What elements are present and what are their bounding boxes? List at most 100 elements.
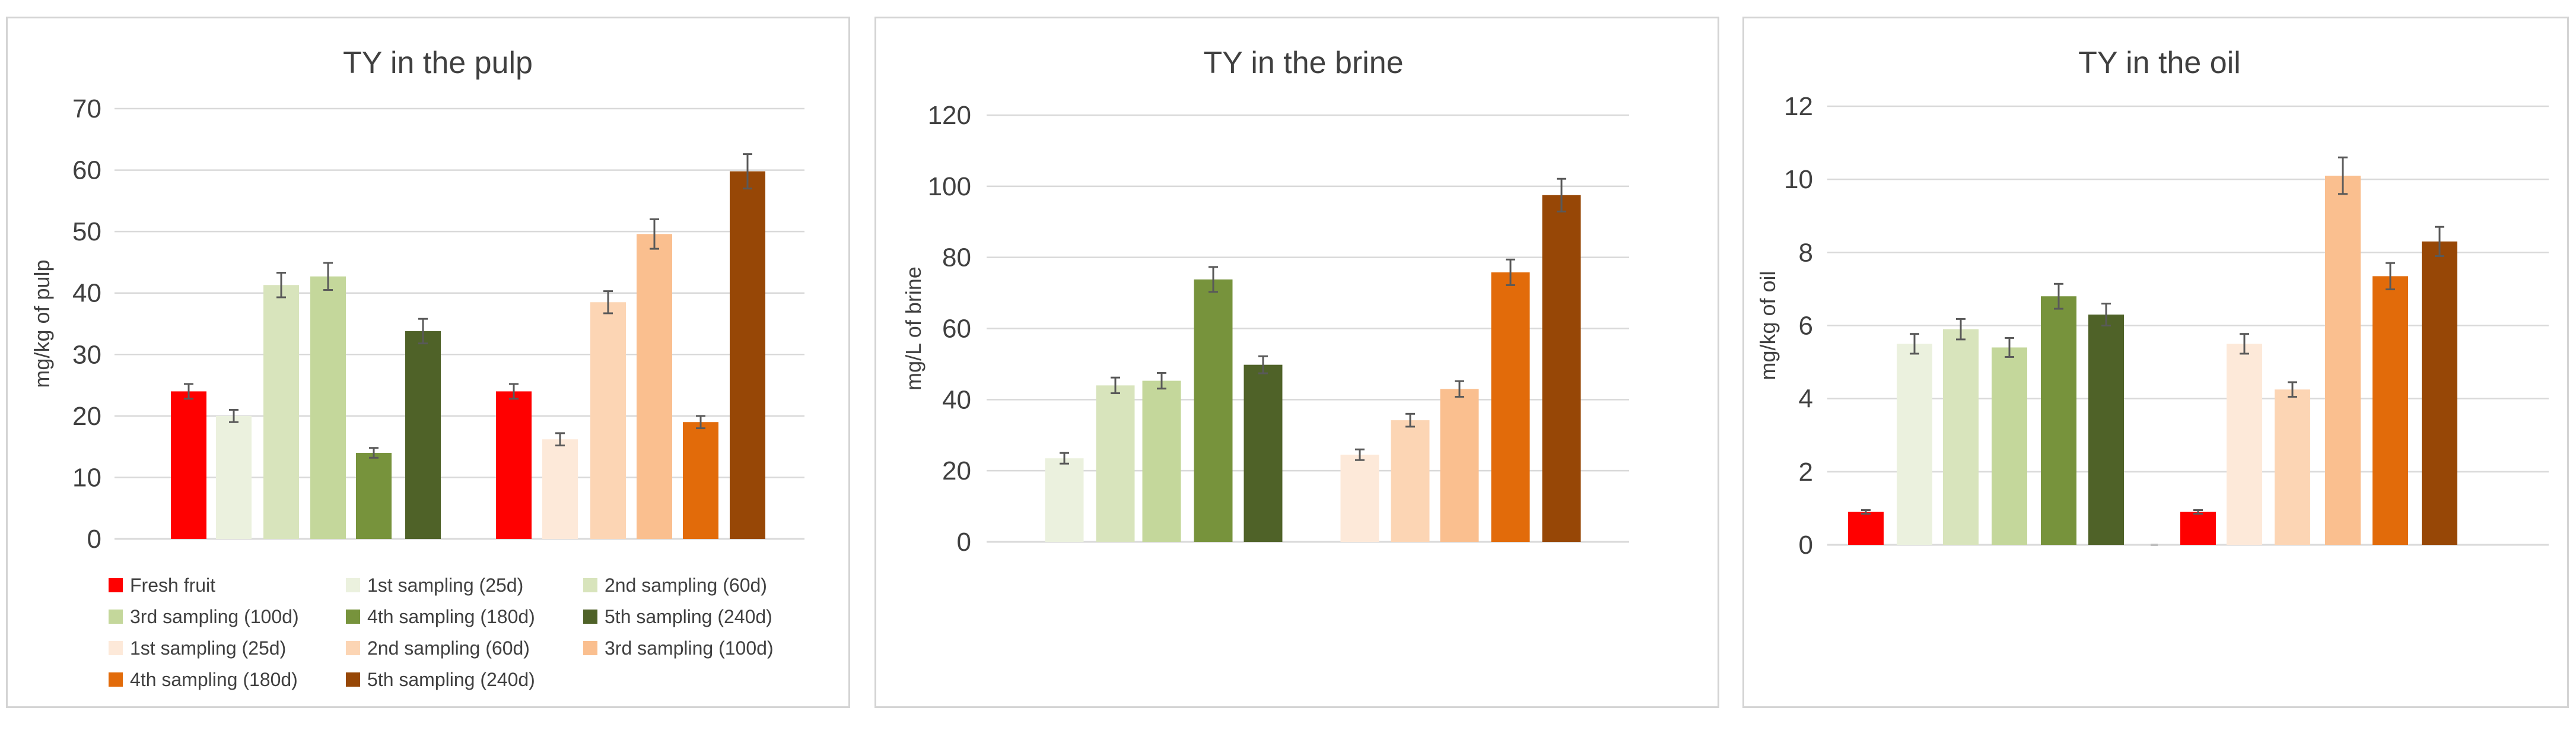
error-bar: [1157, 372, 1166, 390]
error-bar: [2435, 226, 2444, 257]
error-bar: [1355, 448, 1365, 461]
chart-svg-pulp: TY in the pulp mg/kg of pulp 0 10 20 30 40 50 60…: [30, 46, 804, 690]
legend-item: 2nd sampling (60d): [346, 637, 530, 659]
bar: [1440, 389, 1479, 542]
bar: [356, 453, 392, 539]
chart-svg-oil: TY in the oil mg/kg of oil 0 2 4 6 8 10 12: [1756, 46, 2549, 560]
y-tick-label: 0: [87, 525, 101, 554]
legend-swatch: [346, 610, 360, 624]
chart-title: TY in the oil: [2078, 46, 2241, 80]
bar: [2088, 315, 2124, 545]
bar: [683, 422, 718, 539]
bar: [1244, 364, 1283, 542]
legend-item: 1st sampling (25d): [109, 637, 286, 659]
error-bar: [696, 415, 705, 430]
legend-swatch: [346, 578, 360, 592]
bar: [637, 234, 672, 539]
legend-item: 4th sampling (180d): [346, 606, 535, 627]
bar: [171, 391, 206, 539]
chart-title: TY in the pulp: [343, 46, 533, 80]
bar: [1542, 195, 1581, 542]
error-bar: [1910, 333, 1919, 355]
legend-swatch: [583, 610, 597, 624]
error-bar: [1060, 452, 1069, 465]
error-bar: [369, 447, 379, 459]
bar: [2373, 276, 2408, 545]
y-tick-label: 12: [1784, 92, 1813, 121]
y-tick-label: 6: [1799, 312, 1813, 341]
legend-swatch: [109, 641, 123, 655]
y-axis-label: mg/L of brine: [901, 266, 926, 391]
error-bar: [1861, 509, 1871, 515]
error-bar: [650, 218, 659, 250]
y-tick-label: 10: [1784, 165, 1813, 194]
error-bar: [1956, 318, 1966, 341]
legend-label: 1st sampling (25d): [367, 575, 523, 596]
error-bar: [2005, 337, 2014, 358]
legend-item: 1st sampling (25d): [346, 575, 523, 596]
chart-svg-brine: TY in the brine mg/L of brine 0 20 40 60 80 100…: [901, 46, 1629, 557]
error-bar: [1455, 380, 1464, 398]
legend-label: 5th sampling (240d): [367, 669, 535, 690]
legend-label: Fresh fruit: [130, 575, 215, 596]
legend-label: 3rd sampling (100d): [605, 637, 774, 659]
bar: [2422, 241, 2457, 545]
chart-panel-brine: TY in the brine mg/L of brine 0 20 40 60 80 100…: [874, 17, 1719, 708]
y-tick-label: 8: [1799, 238, 1813, 267]
error-bar: [2101, 303, 2111, 326]
legend-item: 5th sampling (240d): [346, 669, 535, 690]
bar: [1096, 385, 1135, 542]
bar: [1340, 455, 1379, 542]
legend-item: 2nd sampling (60d): [583, 575, 767, 596]
legend-swatch: [346, 641, 360, 655]
y-tick-label: 40: [72, 279, 101, 308]
error-bar: [1209, 266, 1218, 293]
bar: [1045, 458, 1084, 542]
y-axis-label: mg/kg of oil: [1756, 271, 1780, 380]
error-bar: [509, 383, 519, 400]
bar: [496, 391, 532, 539]
y-tick-label: 4: [1799, 385, 1813, 414]
legend-label: 4th sampling (180d): [130, 669, 298, 690]
bar: [2180, 512, 2216, 545]
error-bar: [229, 409, 238, 423]
error-bar: [603, 290, 613, 315]
error-bar: [1506, 258, 1515, 286]
y-tick-label: 60: [942, 315, 971, 344]
legend-swatch: [583, 641, 597, 655]
legend-label: 1st sampling (25d): [130, 637, 286, 659]
y-tick-label: 2: [1799, 458, 1813, 487]
bar: [216, 415, 252, 539]
bar: [2325, 176, 2361, 545]
error-bar: [418, 318, 428, 345]
bar: [542, 439, 578, 539]
y-tick-label: 10: [72, 463, 101, 492]
legend-swatch: [346, 672, 360, 687]
chart-panel-pulp: TY in the pulp mg/kg of pulp 0 10 20 30 40 50 60…: [6, 17, 850, 708]
bar: [1491, 272, 1530, 542]
bar: [2041, 296, 2076, 545]
legend-label: 2nd sampling (60d): [367, 637, 530, 659]
error-bar: [1405, 412, 1415, 428]
y-tick-label: 80: [942, 243, 971, 272]
legend-swatch: [109, 672, 123, 687]
bar: [1943, 329, 1979, 545]
error-bar: [2240, 333, 2249, 355]
legend-item: 3rd sampling (100d): [109, 606, 299, 627]
legend-label: 4th sampling (180d): [367, 606, 535, 627]
y-tick-label: 40: [942, 385, 971, 414]
y-tick-label: 60: [72, 156, 101, 185]
bar: [590, 302, 626, 539]
legend-item: Fresh fruit: [109, 575, 215, 596]
bar: [730, 171, 765, 539]
error-bar: [1258, 355, 1268, 374]
error-bar: [2386, 262, 2395, 291]
bar: [1194, 279, 1233, 542]
y-tick-label: 120: [928, 101, 971, 130]
error-bar: [743, 153, 752, 190]
bar: [263, 285, 299, 539]
legend-item: 5th sampling (240d): [583, 606, 772, 627]
error-bar: [1111, 376, 1120, 395]
y-tick-label: 0: [1799, 531, 1813, 560]
bar: [405, 331, 441, 539]
